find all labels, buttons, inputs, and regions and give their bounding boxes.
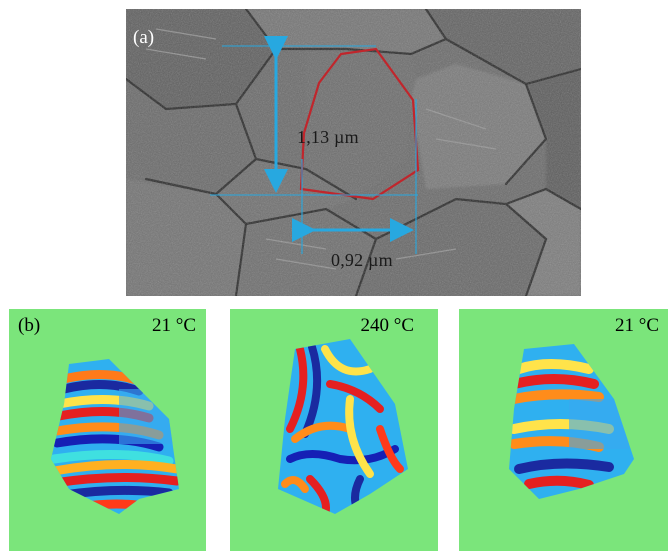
- domain-map-3: 21 °C: [459, 309, 668, 551]
- height-measurement-label: 1,13 µm: [297, 127, 359, 147]
- temperature-label-2: 240 °C: [360, 315, 414, 336]
- domain-map-1-image: [51, 359, 179, 514]
- temperature-label-3: 21 °C: [615, 315, 660, 336]
- width-measurement-label: 0,92 µm: [331, 250, 393, 270]
- panel-b-label: (b): [18, 315, 41, 336]
- panel-a-label: (a): [133, 27, 155, 48]
- grain-outline: [299, 47, 420, 201]
- domain-map-2: 240 °C: [230, 309, 438, 551]
- domain-map-2-image: [278, 339, 408, 514]
- domain-map-1: (b) 21 °C: [9, 309, 206, 551]
- temperature-label-1: 21 °C: [151, 315, 196, 336]
- domain-map-3-image: [509, 344, 634, 499]
- sem-image: [126, 9, 581, 296]
- sem-micrograph-panel: (a) 1,13 µm 0,92 µm: [126, 9, 581, 296]
